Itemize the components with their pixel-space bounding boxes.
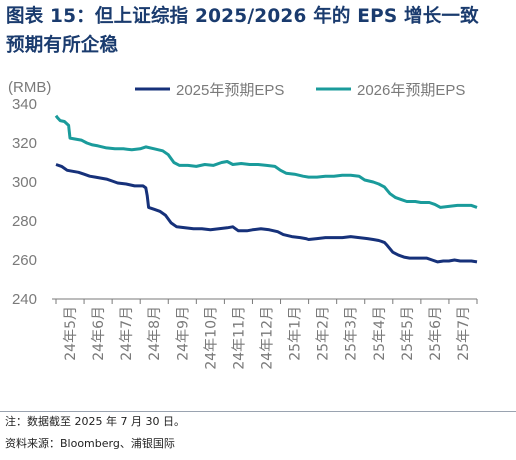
legend-label-2026: 2026年预期EPS [357, 82, 465, 99]
x-tick-label: 25年1月 [288, 306, 304, 361]
x-tick-label: 24年7月 [119, 306, 135, 361]
y-tick-label: 300 [12, 174, 37, 191]
series-layer [54, 114, 478, 264]
x-tick-label: 25年2月 [316, 306, 332, 361]
x-tick-label: 25年6月 [428, 306, 444, 361]
series-line-2026 [54, 114, 478, 209]
x-tick-label: 25年7月 [456, 306, 472, 361]
y-tick-label: 340 [12, 96, 37, 113]
legend-label-2025: 2025年预期EPS [176, 82, 284, 99]
y-axis: 240 260 280 300 320 340 [12, 96, 37, 308]
x-tick-label: 25年3月 [344, 306, 360, 361]
x-tick-label: 24年12月 [260, 306, 276, 370]
x-tick-label: 25年4月 [372, 306, 388, 361]
y-tick-label: 260 [12, 252, 37, 269]
x-tick-label: 24年8月 [147, 306, 163, 361]
y-tick-label: 320 [12, 135, 37, 152]
footnote-divider [0, 411, 516, 412]
x-tick-label: 24年6月 [91, 306, 107, 361]
x-tick-label: 24年10月 [203, 306, 219, 370]
y-unit-label: (RMB) [8, 79, 51, 96]
title-line-1: 图表 15：但上证综指 2025/2026 年的 EPS 增长一致 [6, 6, 479, 27]
eps-line-chart: (RMB) 2025年预期EPS 2026年预期EPS 240 260 280 300… [8, 79, 478, 370]
x-tick-label: 24年5月 [63, 306, 79, 361]
x-tick-label: 25年5月 [400, 306, 416, 361]
chart-title: 图表 15：但上证综指 2025/2026 年的 EPS 增长一致 预期有所企稳 [6, 2, 511, 60]
y-tick-label: 240 [12, 291, 37, 308]
x-axis: 24年5月 24年6月 24年7月 24年8月 24年9月 24年10月 24年11月 24年… [55, 299, 478, 370]
y-tick-label: 280 [12, 213, 37, 230]
x-tick-label: 24年11月 [231, 306, 247, 370]
source-note: 资料来源：Bloomberg、浦银国际 [5, 437, 175, 450]
x-tick-label: 24年9月 [175, 306, 191, 361]
series-line-2025 [55, 163, 478, 264]
title-line-2: 预期有所企稳 [6, 35, 119, 56]
footnote: 注：数据截至 2025 年 7 月 30 日。 [5, 415, 185, 428]
legend: 2025年预期EPS 2026年预期EPS [135, 82, 465, 99]
